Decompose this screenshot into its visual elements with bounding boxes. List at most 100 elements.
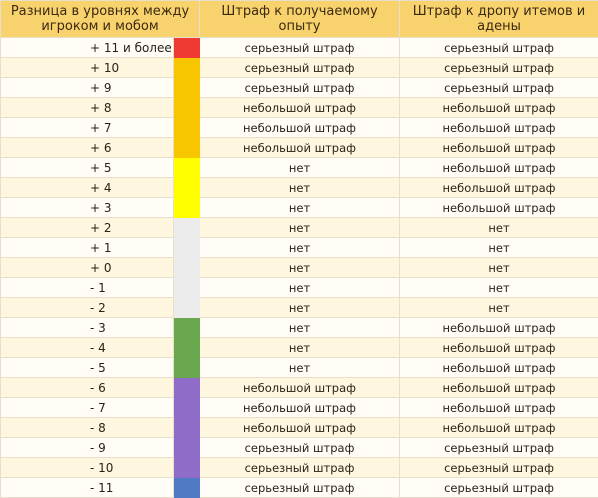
- drop-penalty-cell: серьезный штраф: [400, 438, 598, 458]
- color-swatch: [174, 78, 200, 98]
- drop-penalty-cell: небольшой штраф: [400, 358, 598, 378]
- exp-penalty-cell: небольшой штраф: [200, 378, 400, 398]
- exp-penalty-cell: нет: [200, 158, 400, 178]
- exp-penalty-cell: нет: [200, 218, 400, 238]
- drop-penalty-cell: небольшой штраф: [400, 178, 598, 198]
- exp-penalty-cell: небольшой штраф: [200, 138, 400, 158]
- level-difference-cell: - 9: [1, 438, 174, 458]
- level-difference-cell: - 11: [1, 478, 174, 498]
- level-difference-cell: + 5: [1, 158, 174, 178]
- color-swatch: [174, 218, 200, 238]
- drop-penalty-cell: серьезный штраф: [400, 458, 598, 478]
- drop-penalty-cell: небольшой штраф: [400, 158, 598, 178]
- exp-penalty-cell: нет: [200, 178, 400, 198]
- level-difference-cell: - 2: [1, 298, 174, 318]
- level-difference-cell: + 8: [1, 98, 174, 118]
- drop-penalty-cell: небольшой штраф: [400, 318, 598, 338]
- drop-penalty-cell: небольшой штраф: [400, 338, 598, 358]
- color-swatch: [174, 138, 200, 158]
- color-swatch: [174, 158, 200, 178]
- color-swatch: [174, 398, 200, 418]
- table-header: Разница в уровнях между игроком и мобом …: [1, 1, 598, 38]
- level-difference-cell: + 7: [1, 118, 174, 138]
- level-difference-cell: + 4: [1, 178, 174, 198]
- exp-penalty-cell: нет: [200, 258, 400, 278]
- exp-penalty-cell: нет: [200, 278, 400, 298]
- drop-penalty-cell: небольшой штраф: [400, 198, 598, 218]
- color-swatch: [174, 458, 200, 478]
- level-difference-cell: - 7: [1, 398, 174, 418]
- drop-penalty-cell: небольшой штраф: [400, 118, 598, 138]
- header-level-difference: Разница в уровнях между игроком и мобом: [1, 1, 200, 38]
- color-swatch: [174, 418, 200, 438]
- drop-penalty-cell: небольшой штраф: [400, 418, 598, 438]
- color-swatch: [174, 298, 200, 318]
- level-difference-cell: + 9: [1, 78, 174, 98]
- drop-penalty-cell: небольшой штраф: [400, 98, 598, 118]
- level-difference-cell: + 6: [1, 138, 174, 158]
- drop-penalty-cell: серьезный штраф: [400, 38, 598, 58]
- level-difference-cell: + 1: [1, 238, 174, 258]
- header-drop-penalty: Штраф к дропу итемов и адены: [400, 1, 598, 38]
- color-swatch: [174, 98, 200, 118]
- exp-penalty-cell: нет: [200, 198, 400, 218]
- color-swatch: [174, 258, 200, 278]
- exp-penalty-cell: серьезный штраф: [200, 78, 400, 98]
- exp-penalty-cell: нет: [200, 358, 400, 378]
- exp-penalty-cell: серьезный штраф: [200, 58, 400, 78]
- drop-penalty-cell: небольшой штраф: [400, 398, 598, 418]
- level-difference-cell: - 3: [1, 318, 174, 338]
- level-difference-cell: + 0: [1, 258, 174, 278]
- color-swatch: [174, 118, 200, 138]
- drop-penalty-cell: нет: [400, 218, 598, 238]
- drop-penalty-cell: нет: [400, 238, 598, 258]
- level-difference-cell: - 8: [1, 418, 174, 438]
- level-difference-cell: + 3: [1, 198, 174, 218]
- level-difference-cell: - 10: [1, 458, 174, 478]
- exp-penalty-cell: нет: [200, 298, 400, 318]
- level-difference-cell: - 5: [1, 358, 174, 378]
- color-swatch: [174, 478, 200, 498]
- header-row: Разница в уровнях между игроком и мобом …: [1, 1, 598, 38]
- color-swatch: [174, 378, 200, 398]
- color-swatch: [174, 38, 200, 58]
- level-difference-cell: + 2: [1, 218, 174, 238]
- exp-penalty-cell: серьезный штраф: [200, 38, 400, 58]
- drop-penalty-cell: небольшой штраф: [400, 378, 598, 398]
- color-swatch: [174, 178, 200, 198]
- drop-penalty-cell: нет: [400, 278, 598, 298]
- color-swatch: [174, 238, 200, 258]
- exp-penalty-cell: небольшой штраф: [200, 98, 400, 118]
- color-swatch: [174, 338, 200, 358]
- exp-penalty-cell: серьезный штраф: [200, 478, 400, 498]
- color-swatch: [174, 318, 200, 338]
- color-swatch: [174, 438, 200, 458]
- level-difference-cell: - 6: [1, 378, 174, 398]
- color-swatch: [174, 278, 200, 298]
- color-swatch: [174, 58, 200, 78]
- color-swatch: [174, 358, 200, 378]
- color-swatch: [174, 198, 200, 218]
- level-difference-cell: - 4: [1, 338, 174, 358]
